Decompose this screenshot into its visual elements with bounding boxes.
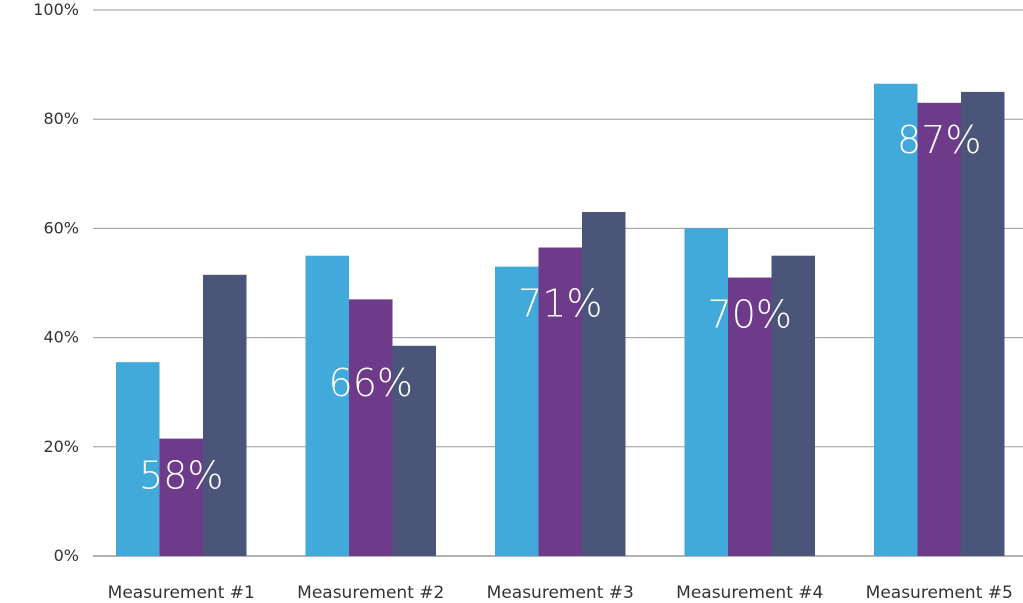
y-tick-label: 100% xyxy=(33,0,79,19)
bar xyxy=(961,91,1005,557)
y-tick-label: 0% xyxy=(54,546,79,565)
y-tick-label: 20% xyxy=(43,437,79,456)
bar xyxy=(771,255,815,556)
bars xyxy=(116,83,1005,557)
bar xyxy=(159,438,203,556)
bar xyxy=(684,228,728,556)
bar xyxy=(116,362,160,556)
x-category-label: Measurement #2 xyxy=(297,583,444,603)
overlay-label: 70% xyxy=(708,293,792,337)
x-axis-categories: Measurement #1 Measurement #2 Measurement … xyxy=(108,583,1013,603)
bar xyxy=(495,266,539,556)
bar xyxy=(349,299,393,556)
x-category-label: Measurement #1 xyxy=(108,583,255,603)
bar xyxy=(392,345,436,556)
bar xyxy=(305,255,349,556)
y-tick-label: 40% xyxy=(43,328,79,347)
y-tick-label: 60% xyxy=(43,218,79,237)
bar xyxy=(203,274,247,556)
overlay-label: 66% xyxy=(329,361,413,405)
bar xyxy=(874,83,918,557)
bar xyxy=(538,247,582,556)
y-axis-ticks: 0% 20% 40% 60% 80% 100% xyxy=(33,0,79,565)
x-category-label: Measurement #5 xyxy=(866,583,1013,603)
bar xyxy=(582,212,626,556)
overlay-label: 87% xyxy=(897,118,981,162)
bar xyxy=(917,102,961,556)
overlay-label: 58% xyxy=(139,454,223,498)
x-category-label: Measurement #3 xyxy=(487,583,634,603)
y-tick-label: 80% xyxy=(43,109,79,128)
overlay-label: 71% xyxy=(518,282,602,326)
x-category-label: Measurement #4 xyxy=(676,583,823,603)
overlay-labels: 58% 66% 71% 70% 87% xyxy=(139,118,981,498)
bar xyxy=(728,277,772,556)
